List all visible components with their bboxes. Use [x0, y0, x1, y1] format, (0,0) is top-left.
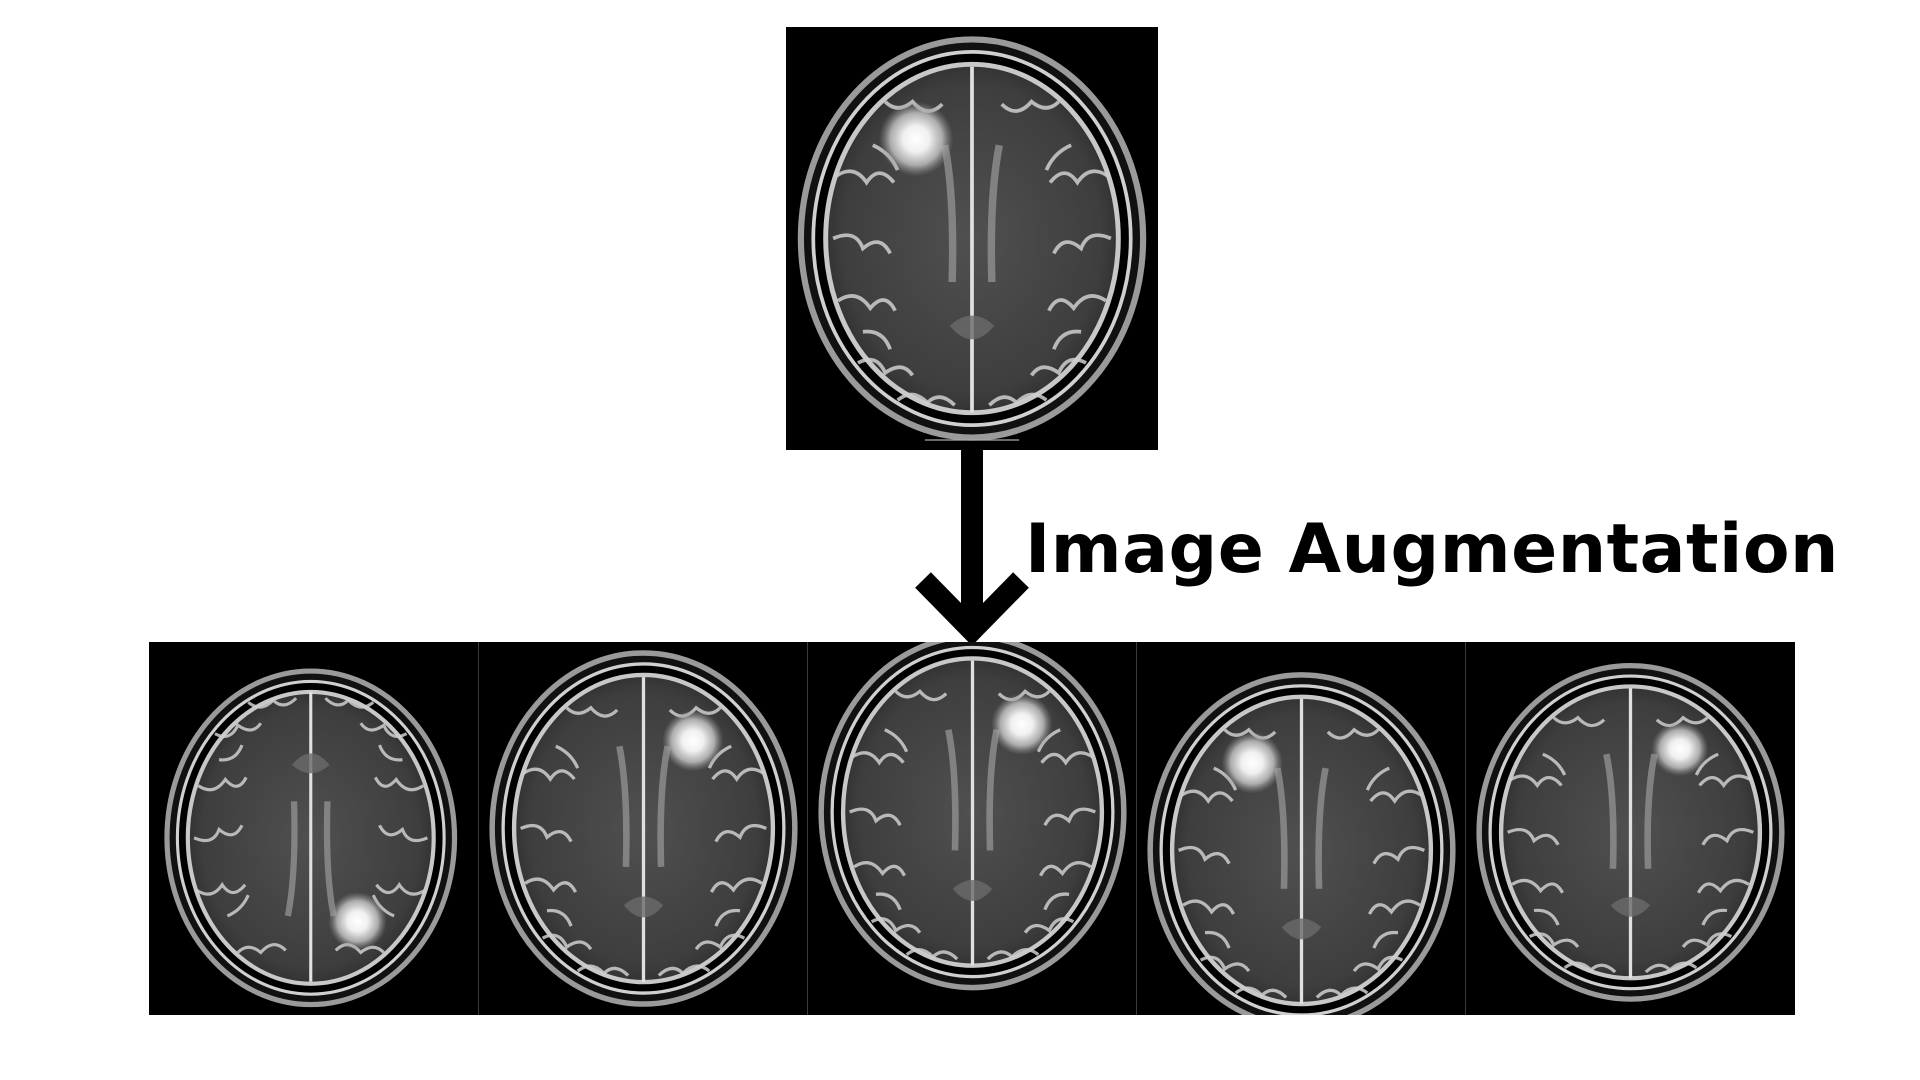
mri-brain-scan-scaled-icon: [1466, 642, 1795, 1015]
mri-brain-scan-original-icon: [786, 27, 1158, 450]
mri-brain-scan-flipped-shifted-icon: [808, 642, 1137, 1015]
mri-brain-scan-zoomed-icon: [1137, 642, 1466, 1015]
augmented-image-3: [808, 642, 1137, 1015]
augmented-images-row: [149, 642, 1795, 1015]
augmented-image-5: [1466, 642, 1795, 1015]
original-mri-image: [786, 27, 1158, 450]
augmented-image-2: [479, 642, 808, 1015]
down-arrow-icon: [915, 450, 1029, 645]
augmented-image-1: [149, 642, 478, 1015]
mri-brain-scan-rotated-icon: [149, 642, 478, 1015]
mri-brain-scan-flipped-icon: [479, 642, 808, 1015]
augmentation-label: Image Augmentation: [1025, 510, 1839, 589]
augmented-image-4: [1137, 642, 1466, 1015]
